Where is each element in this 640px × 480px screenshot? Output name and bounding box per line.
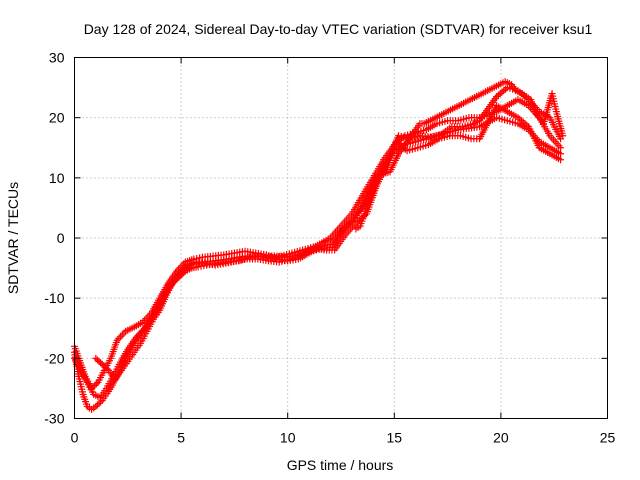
data-point [92, 402, 100, 410]
data-point [172, 276, 180, 284]
x-tick-label: 20 [493, 430, 509, 446]
data-point [92, 354, 100, 362]
data-point [559, 132, 567, 140]
x-tick-label: 5 [177, 430, 185, 446]
data-point [178, 270, 186, 278]
data-point [180, 269, 188, 277]
x-tick-label: 0 [71, 430, 79, 446]
data-point [169, 279, 177, 287]
series-track-1 [71, 96, 565, 413]
data-point [98, 360, 106, 368]
data-point [175, 273, 183, 281]
x-tick-label: 15 [387, 430, 403, 446]
x-axis-label: GPS time / hours [287, 457, 394, 473]
y-axis-label: SDTVAR / TECUs [5, 182, 21, 294]
data-point [173, 275, 181, 283]
data-point [97, 359, 105, 367]
data-point [93, 401, 101, 409]
data-point [95, 399, 103, 407]
data-point [103, 365, 111, 373]
y-tick-label: 0 [57, 230, 65, 246]
data-point [118, 331, 126, 339]
data-point [177, 272, 185, 280]
data-point [557, 144, 565, 152]
data-point [100, 362, 108, 370]
data-point [95, 357, 103, 365]
series-track-4 [92, 84, 565, 383]
data-point [92, 380, 100, 388]
data-point [557, 150, 565, 158]
x-tick-label: 25 [600, 430, 616, 446]
axis-ticks: 0 5 10 15 20 25 -30 -20 -10 0 10 20 30 [44, 50, 615, 446]
data-point [101, 363, 109, 371]
y-tick-label: -20 [44, 350, 64, 366]
series-track-5 [352, 78, 567, 233]
data-point [91, 381, 99, 389]
data-point [170, 278, 178, 286]
chart-title: Day 128 of 2024, Sidereal Day-to-day VTE… [84, 21, 593, 37]
series-track-2 [71, 114, 565, 392]
data-point [117, 333, 125, 341]
data-point [557, 156, 565, 164]
data-points [71, 78, 567, 413]
y-tick-label: 10 [49, 170, 65, 186]
y-tick-label: 30 [49, 50, 65, 66]
x-tick-label: 10 [280, 430, 296, 446]
y-tick-label: 20 [49, 110, 65, 126]
grid [74, 57, 608, 419]
data-point [93, 356, 101, 364]
y-tick-label: -30 [44, 411, 64, 427]
y-tick-label: -10 [44, 290, 64, 306]
